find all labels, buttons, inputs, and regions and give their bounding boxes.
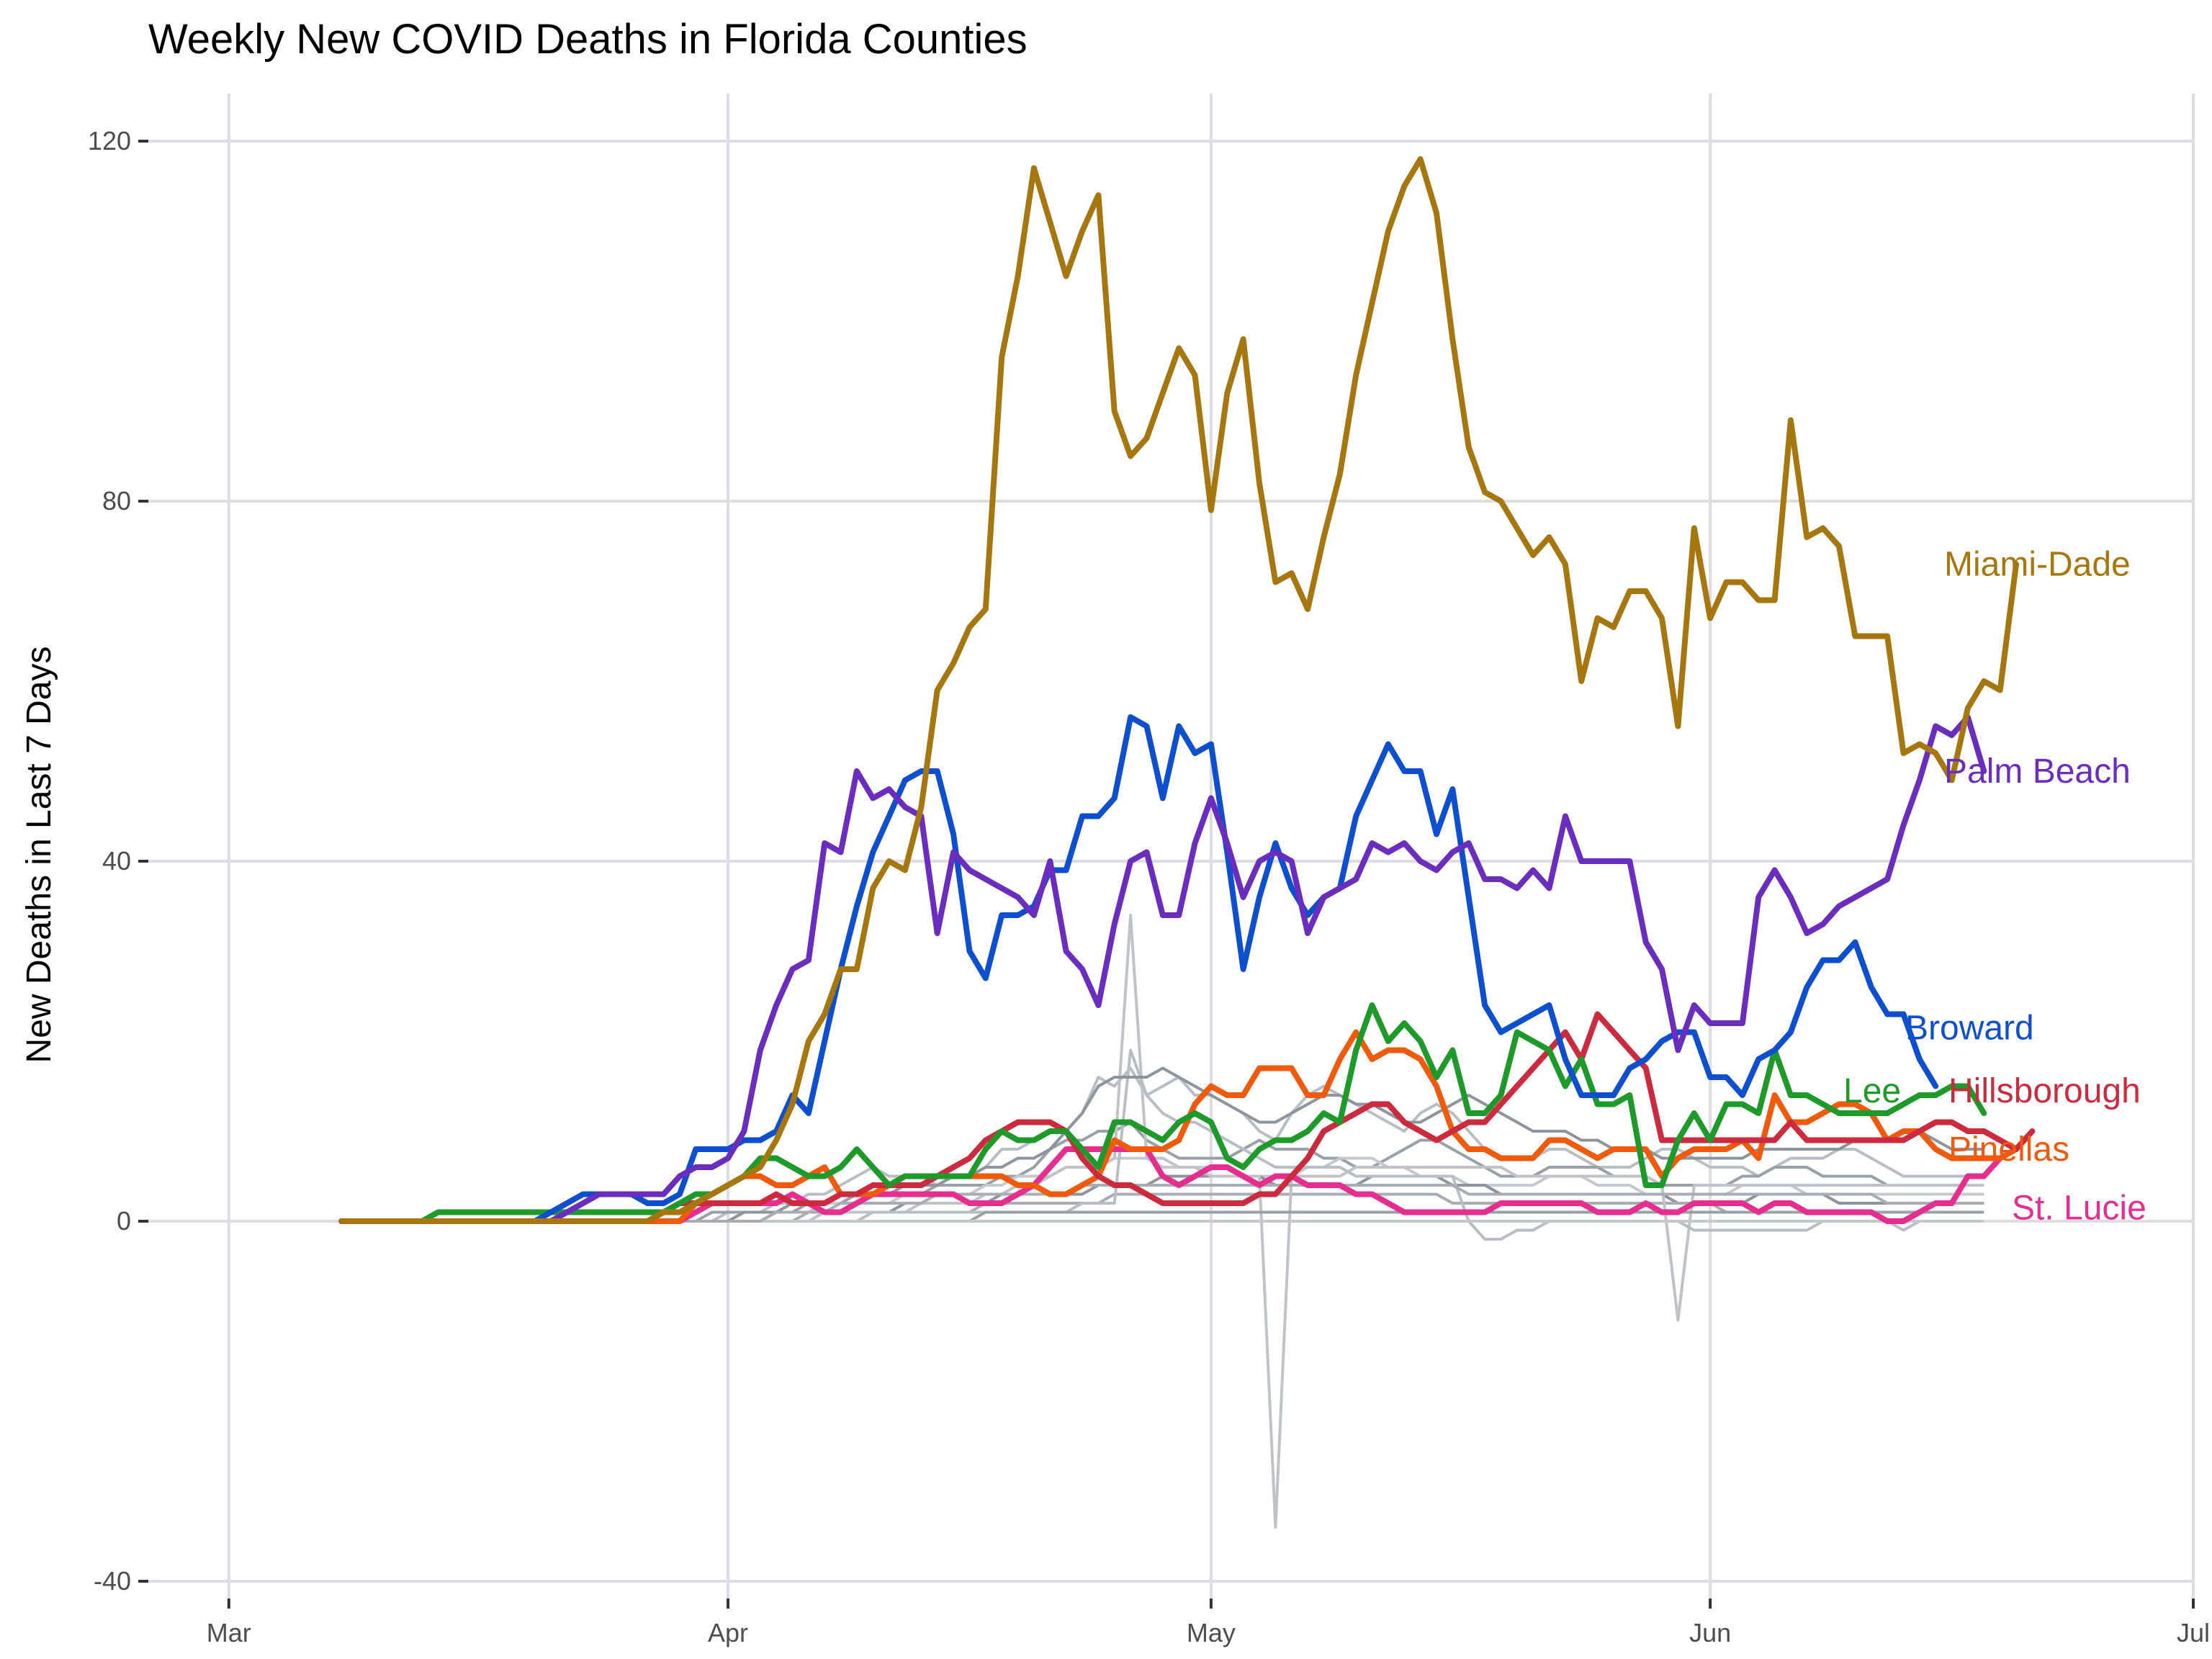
series-label-palm-beach: Palm Beach	[1944, 752, 2131, 791]
highlighted-series	[338, 156, 2036, 1224]
x-tick-label: Mar	[207, 1618, 251, 1647]
series-label-broward: Broward	[1905, 1009, 2034, 1047]
series-label-lee: Lee	[1843, 1072, 1901, 1110]
gridlines	[148, 94, 2195, 1599]
x-tick-label: May	[1187, 1618, 1236, 1647]
chart-title: Weekly New COVID Deaths in Florida Count…	[148, 16, 1028, 63]
series-label-st-lucie: St. Lucie	[2012, 1189, 2146, 1227]
series-label-hillsborough: Hillsborough	[1948, 1072, 2141, 1110]
series-line-miami-dade	[338, 156, 2019, 1224]
y-axis-label: New Deaths in Last 7 Days	[20, 647, 58, 1064]
series-line-broward	[338, 714, 1939, 1224]
x-tick-label: Jul	[2177, 1618, 2210, 1647]
y-tick-label: -40	[94, 1566, 131, 1596]
y-tick-label: 0	[117, 1206, 131, 1236]
series-line-lee	[338, 1002, 1987, 1224]
axes: -40 0 40 80 120 Mar Apr May Jun Jul	[88, 126, 2210, 1647]
y-tick-label: 40	[102, 846, 131, 876]
x-tick-label: Apr	[708, 1618, 748, 1647]
y-tick-label: 120	[88, 126, 131, 156]
series-line-palm-beach	[338, 714, 1987, 1224]
series-label-miami-dade: Miami-Dade	[1944, 546, 2131, 584]
x-tick-label: Jun	[1689, 1618, 1731, 1647]
y-tick-label: 80	[102, 486, 131, 516]
series-label-pinellas: Pinellas	[1948, 1130, 2069, 1169]
